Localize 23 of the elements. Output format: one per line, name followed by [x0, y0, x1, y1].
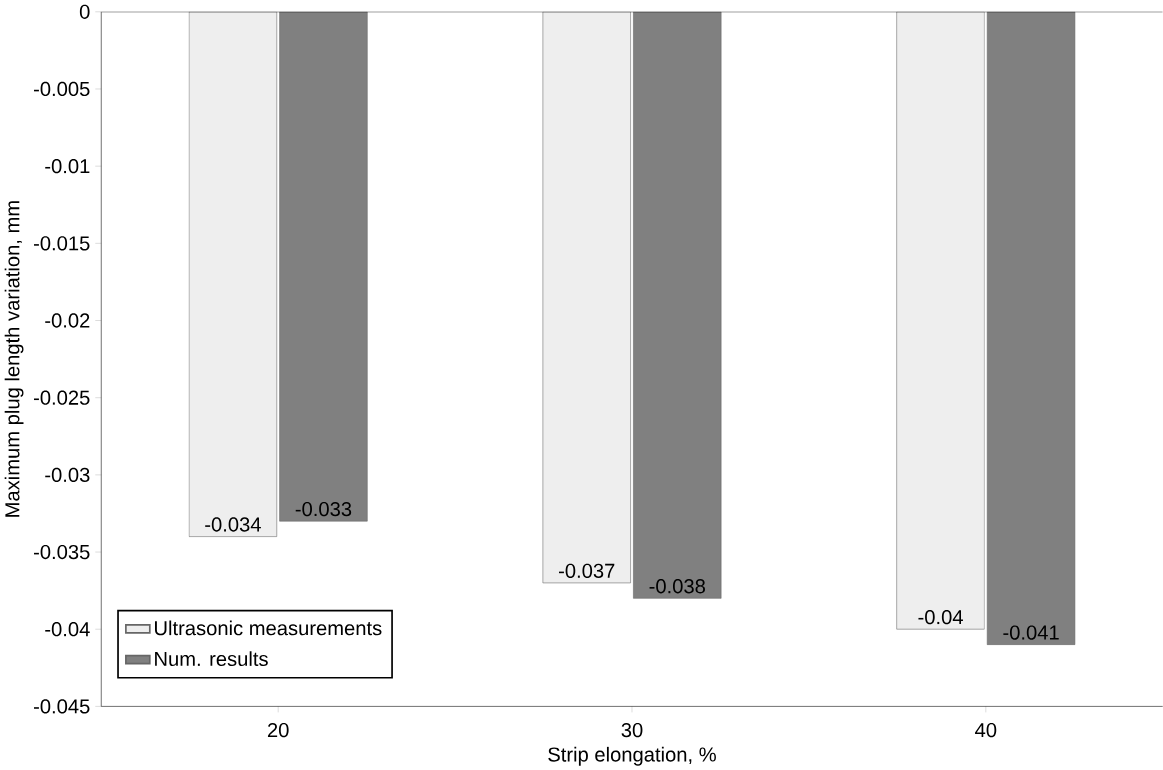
- x-tick-label: 30: [621, 722, 643, 738]
- x-axis-title: Strip elongation, %: [548, 746, 716, 766]
- y-tick-label: -0.02: [45, 313, 90, 328]
- x-tick-label: 20: [267, 722, 289, 738]
- y-tick-label: -0.005: [34, 81, 90, 96]
- data-label: -0.038: [649, 578, 705, 594]
- data-label: -0.04: [918, 609, 963, 625]
- y-tick-label: -0.025: [34, 390, 90, 405]
- y-axis-title: Maximum plug length variation, mm: [4, 201, 24, 517]
- legend-label: Num. results: [155, 651, 268, 666]
- data-label: -0.033: [295, 501, 352, 517]
- y-tick-label: -0.04: [45, 621, 90, 637]
- data-label: -0.041: [1003, 625, 1059, 640]
- y-tick-label: -0.03: [45, 467, 90, 482]
- data-label: -0.037: [559, 563, 615, 578]
- data-label: -0.034: [205, 517, 261, 532]
- y-tick-label: -0.015: [34, 236, 90, 251]
- y-tick-label: -0.045: [34, 699, 90, 714]
- y-tick-label: 0: [79, 4, 90, 19]
- y-tick-label: -0.035: [34, 544, 90, 560]
- y-tick-label: -0.01: [45, 158, 90, 174]
- x-tick-label: 40: [975, 722, 997, 738]
- legend-label: Ultrasonic measurements: [155, 620, 382, 636]
